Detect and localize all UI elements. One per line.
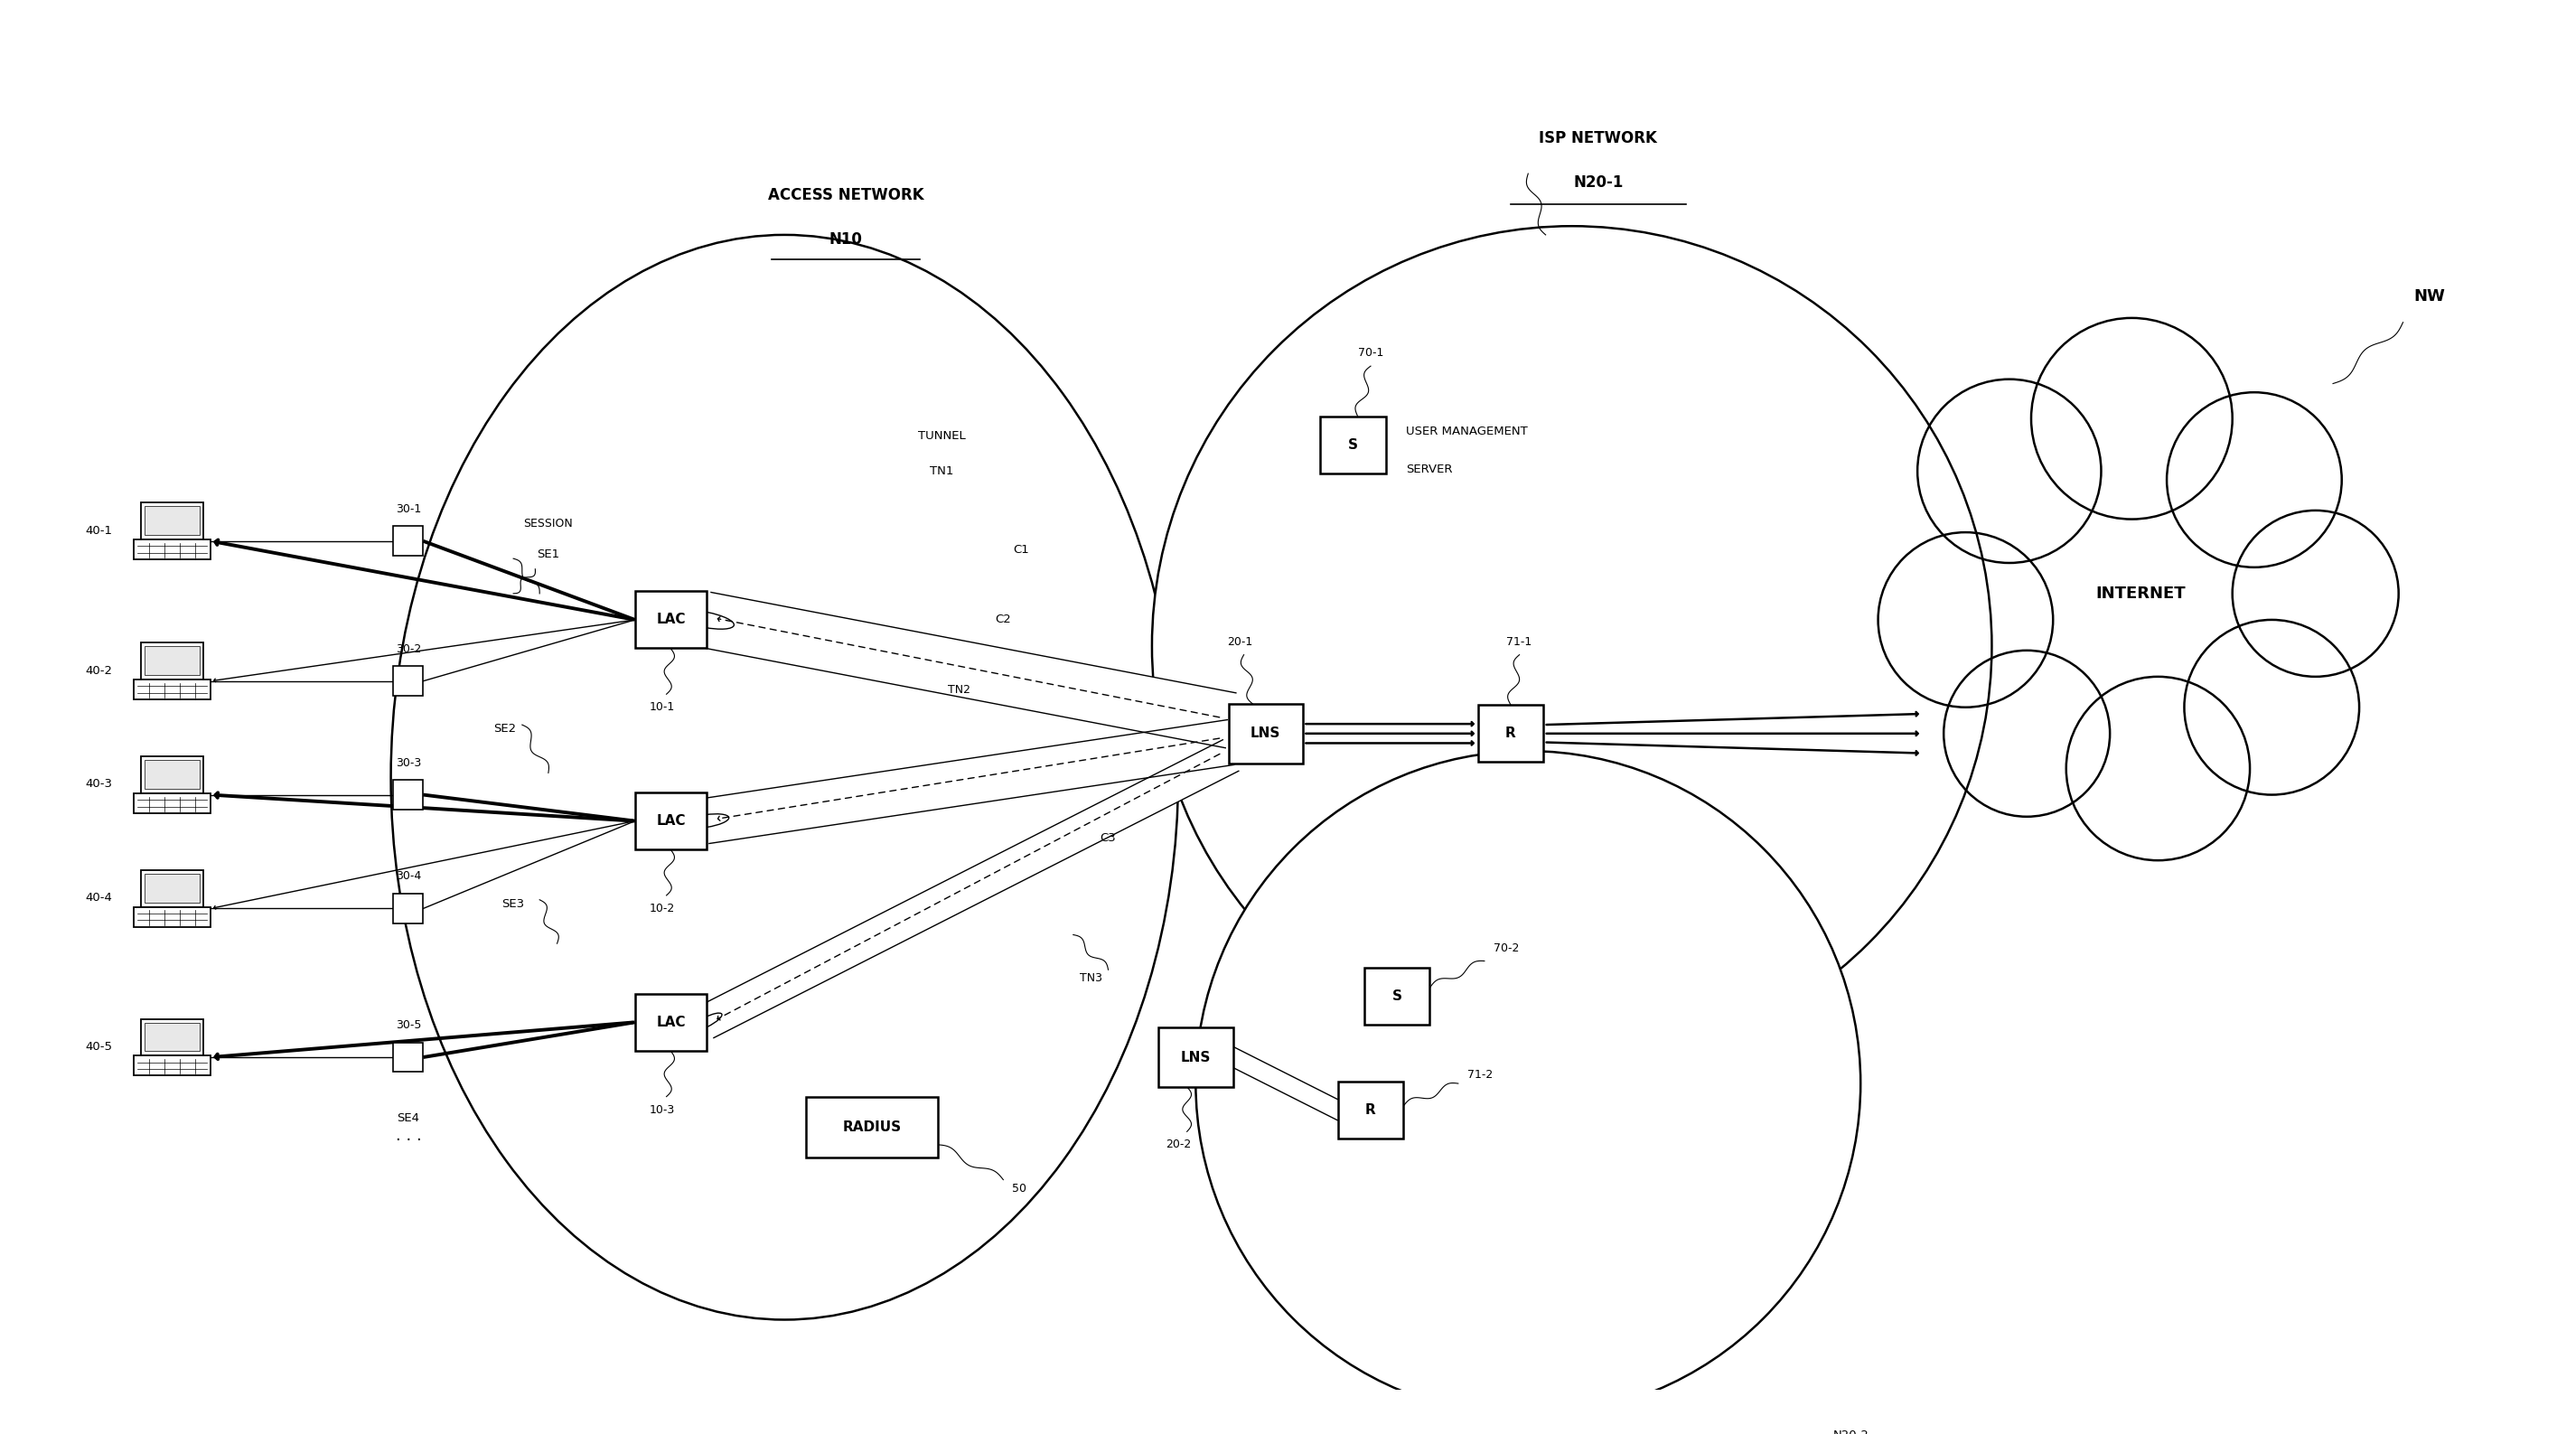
Ellipse shape bbox=[690, 1012, 721, 1031]
Text: R: R bbox=[1365, 1103, 1376, 1117]
Polygon shape bbox=[701, 592, 1236, 749]
Text: 30-3: 30-3 bbox=[397, 757, 420, 769]
Text: SERVER: SERVER bbox=[1406, 463, 1453, 475]
Text: 30-1: 30-1 bbox=[397, 503, 420, 515]
Text: 71-2: 71-2 bbox=[1466, 1068, 1492, 1081]
Text: 40-3: 40-3 bbox=[85, 779, 113, 790]
FancyBboxPatch shape bbox=[1365, 968, 1430, 1024]
Text: 40-5: 40-5 bbox=[85, 1041, 113, 1053]
Text: TN3: TN3 bbox=[1079, 972, 1103, 984]
FancyBboxPatch shape bbox=[394, 667, 422, 695]
Text: SE3: SE3 bbox=[502, 898, 526, 911]
Text: 70-1: 70-1 bbox=[1358, 347, 1383, 358]
Text: S: S bbox=[1391, 989, 1401, 1002]
FancyBboxPatch shape bbox=[134, 1055, 211, 1076]
Text: S: S bbox=[1347, 437, 1358, 452]
FancyBboxPatch shape bbox=[142, 642, 204, 680]
Ellipse shape bbox=[392, 235, 1177, 1319]
FancyBboxPatch shape bbox=[634, 591, 706, 648]
FancyBboxPatch shape bbox=[144, 647, 198, 675]
FancyBboxPatch shape bbox=[144, 506, 198, 535]
FancyBboxPatch shape bbox=[634, 793, 706, 849]
Text: 20-1: 20-1 bbox=[1226, 635, 1252, 648]
Text: 20-2: 20-2 bbox=[1164, 1139, 1190, 1150]
Text: 10-2: 10-2 bbox=[649, 902, 675, 915]
Text: C2: C2 bbox=[994, 614, 1012, 625]
FancyBboxPatch shape bbox=[144, 873, 198, 902]
Circle shape bbox=[1195, 751, 1860, 1415]
Text: N20-2: N20-2 bbox=[1834, 1430, 1870, 1434]
Text: 10-3: 10-3 bbox=[649, 1104, 675, 1116]
Text: C3: C3 bbox=[1100, 833, 1115, 845]
Text: SE2: SE2 bbox=[492, 723, 515, 736]
Circle shape bbox=[1151, 227, 1991, 1065]
Text: SESSION: SESSION bbox=[523, 518, 572, 529]
FancyBboxPatch shape bbox=[134, 539, 211, 559]
Polygon shape bbox=[698, 740, 1239, 1038]
Text: N20-1: N20-1 bbox=[1574, 174, 1623, 191]
Text: NW: NW bbox=[2414, 288, 2445, 304]
Text: 71-1: 71-1 bbox=[1507, 635, 1533, 648]
FancyBboxPatch shape bbox=[142, 1020, 204, 1055]
Ellipse shape bbox=[683, 815, 729, 827]
Text: ISP NETWORK: ISP NETWORK bbox=[1538, 130, 1656, 146]
FancyBboxPatch shape bbox=[142, 870, 204, 906]
Text: LAC: LAC bbox=[657, 815, 685, 827]
Text: SE4: SE4 bbox=[397, 1113, 420, 1124]
Text: . . .: . . . bbox=[394, 1129, 422, 1144]
Text: 30-5: 30-5 bbox=[397, 1020, 420, 1031]
FancyBboxPatch shape bbox=[1321, 416, 1386, 473]
Text: LAC: LAC bbox=[657, 612, 685, 627]
FancyBboxPatch shape bbox=[142, 503, 204, 539]
Text: 10-1: 10-1 bbox=[649, 701, 675, 713]
FancyBboxPatch shape bbox=[1337, 1081, 1404, 1139]
Text: TUNNEL: TUNNEL bbox=[917, 430, 966, 442]
Text: USER MANAGEMENT: USER MANAGEMENT bbox=[1406, 426, 1528, 437]
Text: R: R bbox=[1504, 727, 1515, 740]
Text: SE1: SE1 bbox=[536, 548, 559, 561]
FancyBboxPatch shape bbox=[1479, 706, 1543, 761]
FancyBboxPatch shape bbox=[394, 1043, 422, 1073]
Polygon shape bbox=[703, 720, 1234, 843]
Text: 30-4: 30-4 bbox=[397, 870, 420, 882]
Text: C1: C1 bbox=[1012, 543, 1028, 556]
FancyBboxPatch shape bbox=[394, 893, 422, 923]
FancyBboxPatch shape bbox=[144, 760, 198, 789]
FancyBboxPatch shape bbox=[634, 994, 706, 1051]
FancyBboxPatch shape bbox=[134, 680, 211, 700]
Text: 40-1: 40-1 bbox=[85, 525, 113, 536]
Text: TN2: TN2 bbox=[948, 684, 971, 695]
Ellipse shape bbox=[677, 611, 734, 630]
Text: 50: 50 bbox=[1012, 1183, 1025, 1195]
Text: INTERNET: INTERNET bbox=[2094, 585, 2184, 602]
Text: 70-2: 70-2 bbox=[1494, 942, 1520, 954]
FancyBboxPatch shape bbox=[394, 780, 422, 810]
Text: LAC: LAC bbox=[657, 1015, 685, 1030]
FancyBboxPatch shape bbox=[134, 793, 211, 813]
FancyBboxPatch shape bbox=[144, 1022, 198, 1051]
FancyBboxPatch shape bbox=[394, 526, 422, 556]
Text: LNS: LNS bbox=[1249, 727, 1280, 740]
Text: 40-2: 40-2 bbox=[85, 665, 113, 677]
Text: LNS: LNS bbox=[1180, 1051, 1211, 1064]
Text: TN1: TN1 bbox=[930, 465, 953, 478]
Text: ACCESS NETWORK: ACCESS NETWORK bbox=[768, 188, 925, 204]
Text: 40-4: 40-4 bbox=[85, 892, 113, 903]
FancyBboxPatch shape bbox=[1159, 1028, 1234, 1087]
Text: 30-2: 30-2 bbox=[397, 642, 420, 655]
Text: N10: N10 bbox=[829, 231, 863, 247]
FancyBboxPatch shape bbox=[1229, 704, 1303, 763]
FancyBboxPatch shape bbox=[134, 906, 211, 926]
FancyBboxPatch shape bbox=[806, 1097, 938, 1157]
Text: RADIUS: RADIUS bbox=[842, 1120, 902, 1134]
FancyBboxPatch shape bbox=[142, 757, 204, 793]
